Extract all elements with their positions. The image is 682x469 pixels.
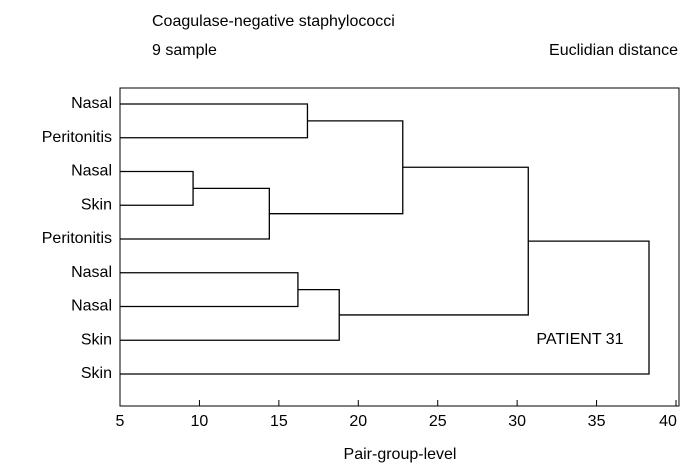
- chart-title: Coagulase-negative staphylococci: [152, 13, 395, 30]
- leaf-label: Skin: [81, 365, 112, 382]
- x-tick-label: 25: [429, 413, 447, 430]
- leaf-label: Nasal: [71, 264, 112, 281]
- leaf-label: Skin: [81, 331, 112, 348]
- plot-frame: [119, 87, 680, 407]
- metric-label: Euclidian distance: [549, 42, 678, 59]
- branch: [120, 103, 309, 139]
- x-tick-label: 5: [116, 413, 125, 430]
- annotation: PATIENT 31: [536, 331, 623, 348]
- branch: [120, 240, 650, 375]
- leaf-label: Nasal: [71, 163, 112, 180]
- branch: [120, 170, 194, 206]
- leaf-label: Nasal: [71, 298, 112, 315]
- x-tick-label: 10: [191, 413, 209, 430]
- branch: [120, 288, 340, 341]
- x-axis-label: Pair-group-level: [344, 446, 457, 463]
- leaf-label: Peritonitis: [42, 230, 112, 247]
- x-tick-label: 35: [588, 413, 606, 430]
- leaf-label: Skin: [81, 196, 112, 213]
- x-tick-label: 30: [508, 413, 526, 430]
- branch: [120, 187, 270, 240]
- x-tick-label: 15: [270, 413, 288, 430]
- branch: [120, 272, 299, 308]
- branch: [339, 166, 529, 316]
- chart-subtitle: 9 sample: [152, 42, 217, 59]
- leaf-label: Nasal: [71, 95, 112, 112]
- x-tick-label: 40: [659, 413, 677, 430]
- leaf-label: Peritonitis: [42, 129, 112, 146]
- branch: [269, 120, 404, 215]
- x-tick-label: 20: [349, 413, 367, 430]
